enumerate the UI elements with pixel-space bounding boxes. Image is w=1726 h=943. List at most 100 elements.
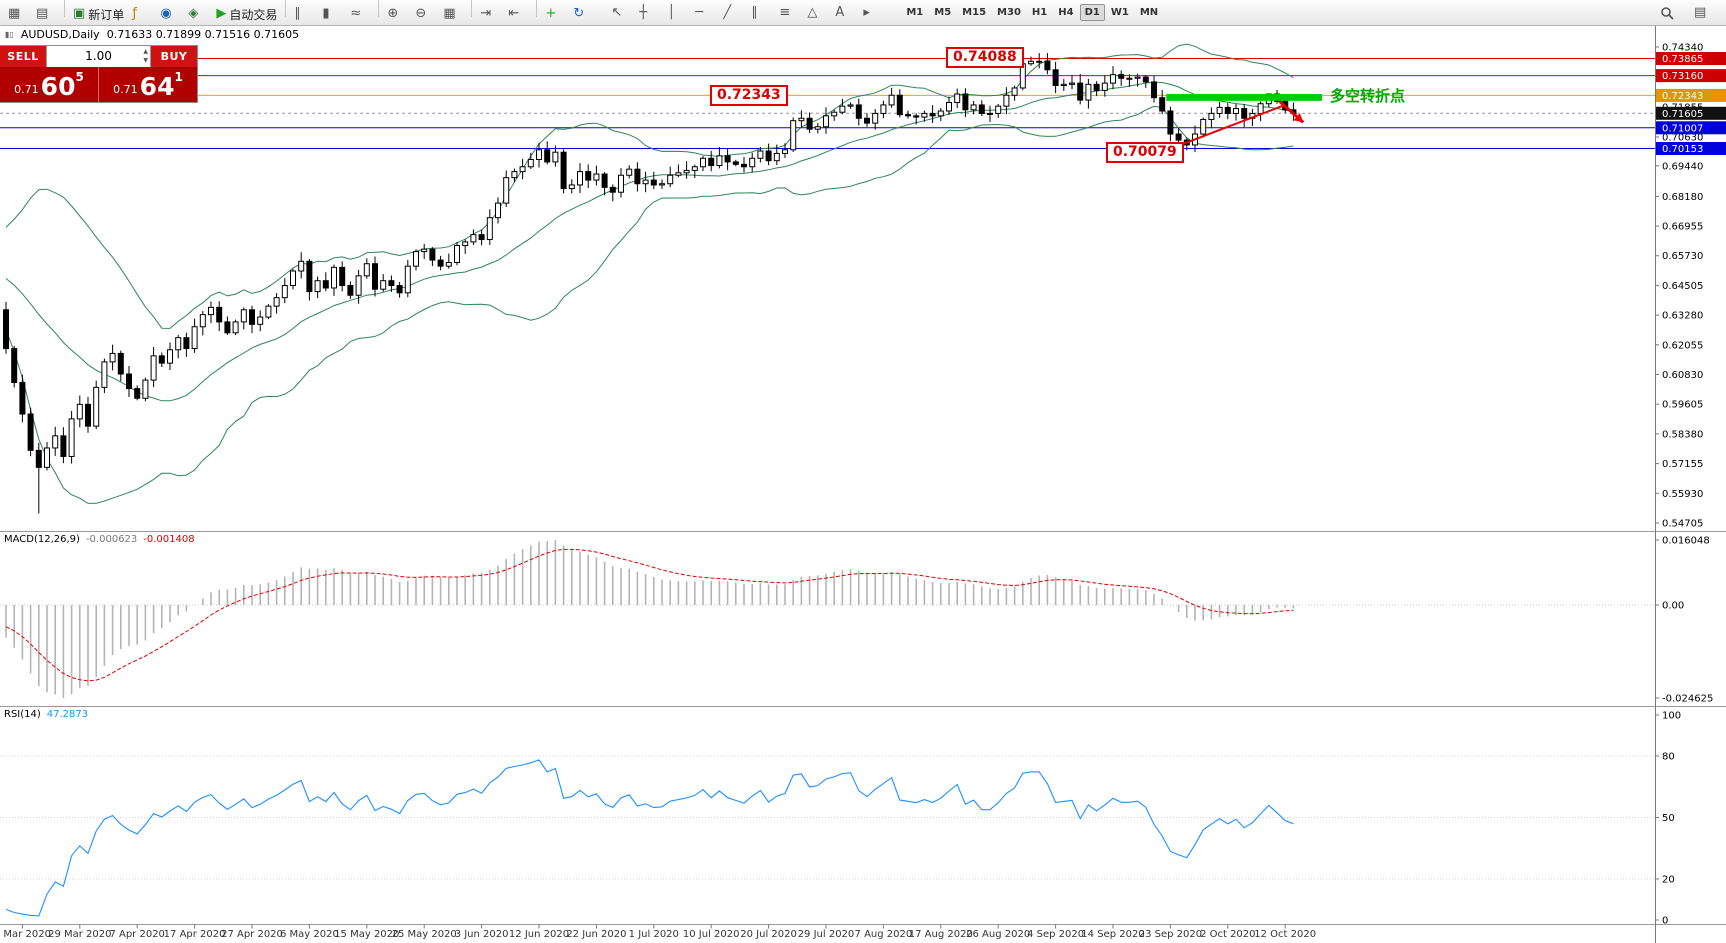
- support-highlight-bar[interactable]: [1166, 94, 1323, 101]
- toolbar-buttons: ▦ ▤ ▣ 新订单 ƒ ◉ ◈ ▶ 自动交易 ∥ ▮ ≈ ⊕ ⊖ ▦ ⇥ ⇤ + ↻: [4, 0, 597, 25]
- rsi-name: RSI(14): [4, 709, 41, 720]
- tile-windows-button[interactable]: ▦: [439, 3, 467, 25]
- timeframe-d1-button[interactable]: D1: [1079, 4, 1105, 21]
- timeframe-m15-button[interactable]: M15: [962, 7, 987, 18]
- timeframe-m30-button[interactable]: M30: [997, 7, 1021, 18]
- text-tool-button[interactable]: A: [831, 2, 859, 24]
- svg-text:0: 0: [1662, 916, 1668, 927]
- price-scale: 0.743400.718550.706300.694400.681800.669…: [1655, 43, 1726, 927]
- timeframe-h1-button[interactable]: H1: [1031, 7, 1048, 18]
- price-annotation-resistance[interactable]: 0.72343: [710, 85, 788, 106]
- chart-profiles-button[interactable]: ▤: [32, 3, 60, 25]
- svg-text:0.71007: 0.71007: [1662, 123, 1703, 134]
- horizontal-line-tool-button[interactable]: ─: [691, 2, 719, 24]
- price-chart-canvas[interactable]: 0.743400.718550.706300.694400.681800.669…: [0, 26, 1726, 943]
- svg-text:7 Aug 2020: 7 Aug 2020: [855, 929, 913, 940]
- svg-text:0.00: 0.00: [1662, 601, 1684, 612]
- timeframe-toolbar: M1 M5 M15 M30 H1 H4 D1 W1 MN: [901, 4, 1163, 21]
- cursor-tool-button[interactable]: ↖: [607, 2, 635, 24]
- timeframe-h4-button[interactable]: H4: [1058, 7, 1074, 18]
- rsi-indicator-label: RSI(14) 47.2873: [4, 709, 88, 720]
- timeframe-mn-button[interactable]: MN: [1139, 7, 1159, 18]
- price-annotation-low[interactable]: 0.70079: [1106, 142, 1184, 163]
- macd-signal-value: -0.001408: [143, 534, 195, 545]
- svg-text:20: 20: [1662, 875, 1675, 886]
- buy-button[interactable]: BUY: [151, 46, 197, 67]
- bollinger-upper-band: [5, 43, 1294, 329]
- vertical-line-tool-button-icon: │: [667, 4, 676, 20]
- volume-input[interactable]: 1.00 ▲ ▼: [46, 46, 151, 67]
- trendline-tool-button[interactable]: ╱: [719, 2, 747, 24]
- timeframe-m5-button[interactable]: M5: [934, 7, 952, 18]
- svg-text:0.70153: 0.70153: [1662, 144, 1703, 155]
- svg-text:3 Jun 2020: 3 Jun 2020: [455, 929, 509, 940]
- new-order-button[interactable]: ▣ 新订单: [69, 3, 128, 25]
- chart-shift-button[interactable]: ⇤: [504, 3, 532, 25]
- candlestick-type-button[interactable]: ▮: [318, 3, 346, 25]
- macd-name: MACD(12,26,9): [4, 534, 80, 545]
- macd-signal-line: [5, 548, 1294, 682]
- arrow-tool-button[interactable]: ▸: [859, 2, 887, 24]
- svg-text:50: 50: [1662, 813, 1675, 824]
- sell-price-display[interactable]: 0.71 60 5: [0, 67, 98, 102]
- channel-tool-button-icon: ∥: [751, 4, 758, 20]
- fibonacci-tool-button-icon: ≡: [779, 4, 791, 20]
- sell-button[interactable]: SELL: [0, 46, 46, 67]
- svg-text:17 Apr 2020: 17 Apr 2020: [164, 929, 226, 940]
- new-chart-button-icon: ▦: [8, 6, 21, 21]
- horizontal-level-lines: [0, 58, 1655, 150]
- stepper-up-icon[interactable]: ▲: [143, 48, 148, 55]
- svg-text:2 Oct 2020: 2 Oct 2020: [1200, 929, 1255, 940]
- period-refresh-button[interactable]: ↻: [569, 3, 597, 25]
- buy-price-display[interactable]: 0.71 64 1: [98, 67, 197, 102]
- stepper-down-icon[interactable]: ▼: [143, 57, 148, 64]
- svg-text:0.66955: 0.66955: [1662, 222, 1703, 233]
- svg-text:0.60830: 0.60830: [1662, 370, 1703, 381]
- drawing-toolbar: ↖ ┼ │ ─ ╱ ∥ ≡ △ A ▸: [607, 2, 887, 24]
- crosshair-tool-button[interactable]: ┼: [635, 2, 663, 24]
- fibonacci-tool-button[interactable]: ≡: [775, 2, 803, 24]
- volume-stepper[interactable]: ▲ ▼: [143, 47, 148, 65]
- svg-text:27 Apr 2020: 27 Apr 2020: [221, 929, 283, 940]
- channel-tool-button[interactable]: ∥: [747, 2, 775, 24]
- horizontal-line-tool-button-icon: ─: [695, 4, 704, 20]
- svg-text:0.65730: 0.65730: [1662, 251, 1703, 262]
- line-chart-type-button[interactable]: ≈: [346, 3, 374, 25]
- search-icon[interactable]: [1656, 2, 1684, 24]
- svg-text:0.016048: 0.016048: [1662, 536, 1710, 547]
- chart-objects-button[interactable]: ◉: [156, 3, 184, 25]
- main-toolbar: ▦ ▤ ▣ 新订单 ƒ ◉ ◈ ▶ 自动交易 ∥ ▮ ≈ ⊕ ⊖ ▦ ⇥ ⇤ + ↻ ↖ ┼ │ ─ ╱ ∥ ≡ △ A ▸ M1 M5…: [0, 0, 1726, 26]
- toolbar-separator: [285, 0, 287, 17]
- one-click-trading-panel: SELL 1.00 ▲ ▼ BUY 0.71 60 5 0.71 64 1: [0, 45, 198, 103]
- new-chart-button[interactable]: ▦: [4, 3, 32, 25]
- bar-chart-type-button[interactable]: ∥: [290, 3, 318, 25]
- trend-line[interactable]: [1165, 104, 1286, 152]
- auto-scroll-button-icon: ⇥: [480, 6, 492, 21]
- chart-objects-button-icon: ◉: [160, 6, 172, 21]
- zoom-in-button[interactable]: ⊕: [383, 3, 411, 25]
- timeframe-w1-button[interactable]: W1: [1110, 7, 1129, 18]
- scripts-button[interactable]: ◈: [184, 3, 212, 25]
- timeframe-m1-button[interactable]: M1: [906, 7, 924, 18]
- shapes-tool-button[interactable]: △: [803, 2, 831, 24]
- text-tool-button-icon: A: [835, 4, 845, 20]
- turning-point-label[interactable]: 多空转折点: [1330, 87, 1406, 105]
- auto-scroll-button[interactable]: ⇥: [476, 3, 504, 25]
- indicator-list-button-icon: ƒ: [132, 6, 137, 21]
- svg-text:0.54705: 0.54705: [1662, 519, 1703, 530]
- vertical-line-tool-button[interactable]: │: [663, 2, 691, 24]
- panels-button[interactable]: ▤: [1690, 2, 1718, 24]
- svg-text:0.59605: 0.59605: [1662, 400, 1703, 411]
- autotrade-button[interactable]: ▶ 自动交易: [212, 3, 281, 25]
- zoom-out-button[interactable]: ⊖: [411, 3, 439, 25]
- svg-text:25 May 2020: 25 May 2020: [392, 929, 457, 940]
- add-indicator-button[interactable]: +: [541, 3, 569, 25]
- price-annotation-high[interactable]: 0.74088: [946, 47, 1024, 68]
- buy-price-big: 64: [139, 72, 175, 101]
- indicator-list-button[interactable]: ƒ: [128, 3, 156, 25]
- svg-text:29 Mar 2020: 29 Mar 2020: [48, 929, 111, 940]
- chart-window[interactable]: 0.743400.718550.706300.694400.681800.669…: [0, 26, 1726, 943]
- svg-text:15 May 2020: 15 May 2020: [334, 929, 399, 940]
- sell-price-pip: 5: [75, 70, 84, 84]
